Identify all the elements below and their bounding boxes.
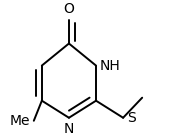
Text: NH: NH (100, 59, 121, 73)
Text: N: N (64, 122, 74, 136)
Text: S: S (127, 111, 136, 125)
Text: Me: Me (9, 114, 30, 128)
Text: O: O (64, 2, 74, 16)
